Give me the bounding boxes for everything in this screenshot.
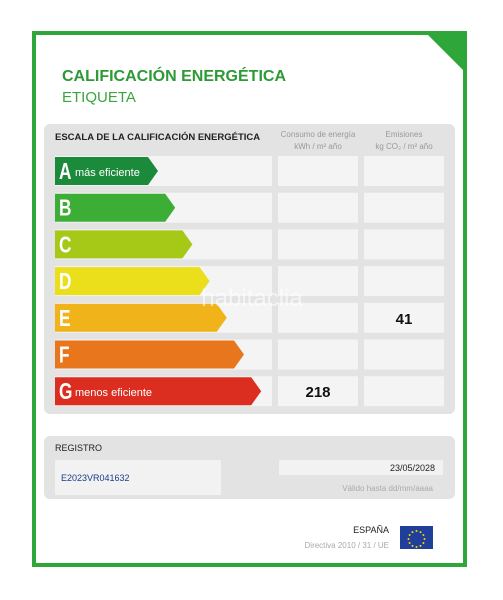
registry-title: REGISTRO [55, 443, 102, 453]
rating-letter: C [59, 233, 72, 258]
rating-arrow [55, 377, 262, 406]
emissions-cell [364, 376, 444, 407]
consumption-cell [278, 302, 358, 333]
subtitle: ETIQUETA [62, 89, 136, 106]
column-header: Consumo de energía [281, 130, 356, 139]
column-unit: kWh / m² año [294, 142, 342, 151]
consumption-cell [278, 192, 358, 223]
rating-letter: F [59, 343, 70, 368]
rating-arrow [55, 340, 244, 369]
rating-arrow [55, 303, 227, 332]
eu-flag [400, 526, 433, 549]
column-unit: kg CO₂ / m² año [375, 142, 433, 151]
scale-title: ESCALA DE LA CALIFICACIÓN ENERGÉTICA [55, 131, 260, 143]
consumption-cell [278, 156, 358, 186]
registry-box [55, 460, 221, 495]
rating-letter: B [59, 196, 71, 221]
emissions-cell [364, 339, 444, 370]
emissions-cell [364, 229, 444, 260]
registry-number: E2023VR041632 [61, 473, 130, 483]
emissions-cell [364, 156, 444, 186]
rating-letter: E [59, 307, 71, 332]
consumption-cell [278, 339, 358, 370]
title: CALIFICACIÓN ENERGÉTICA [62, 66, 286, 85]
registry-date: 23/05/2028 [390, 463, 435, 473]
rating-arrow [55, 267, 210, 296]
rating-letter: D [59, 270, 71, 295]
rating-note: menos eficiente [75, 387, 152, 399]
emissions-cell [364, 192, 444, 223]
emissions-cell [364, 266, 444, 297]
rating-arrow [55, 230, 193, 259]
rating-note: más eficiente [75, 167, 140, 179]
rating-arrow [55, 193, 176, 222]
rating-letter: A [59, 160, 72, 185]
directive: Directiva 2010 / 31 / UE [305, 541, 389, 550]
corner [426, 33, 465, 72]
frame [32, 31, 467, 567]
rating-arrow [55, 157, 158, 185]
date-hint: Válido hasta dd/mm/aaaa [342, 484, 433, 493]
country: ESPAÑA [353, 525, 389, 535]
rating-letter: G [59, 380, 72, 405]
watermark: habitaclia [201, 285, 303, 312]
consumption-cell [278, 229, 358, 260]
consumption-value: 218 [305, 384, 330, 401]
column-header: Emisiones [386, 130, 423, 139]
emissions-cell [364, 302, 444, 333]
consumption-cell [278, 376, 358, 407]
consumption-cell [278, 266, 358, 297]
date-box [279, 460, 443, 475]
emissions-value: 41 [396, 311, 413, 328]
